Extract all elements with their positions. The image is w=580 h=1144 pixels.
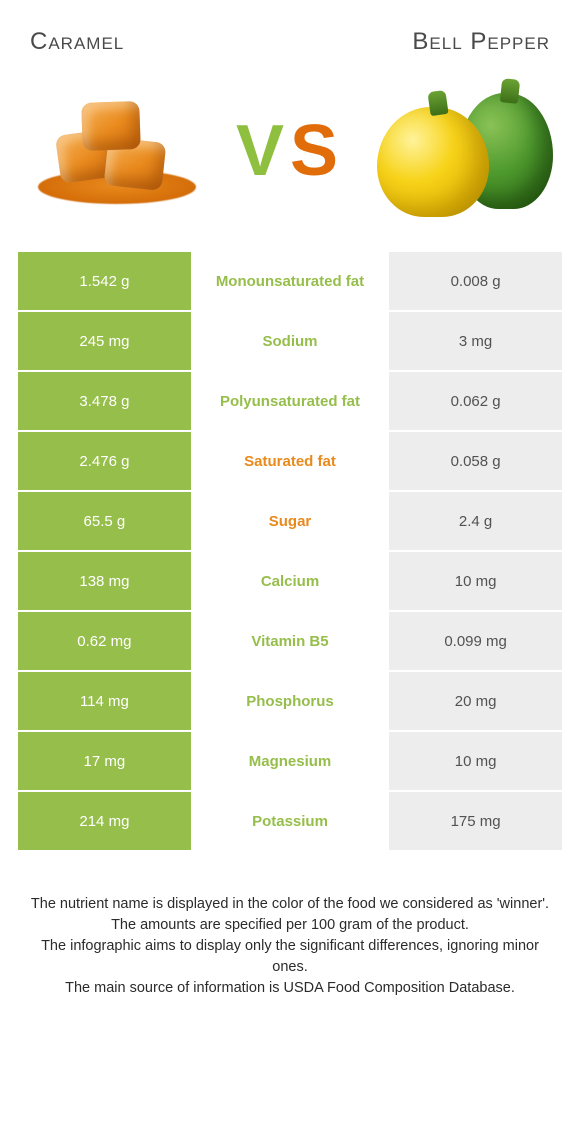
left-value: 17 mg (18, 732, 191, 790)
left-value: 65.5 g (18, 492, 191, 550)
nutrient-label: Vitamin B5 (193, 612, 387, 670)
left-value: 114 mg (18, 672, 191, 730)
table-row: 17 mgMagnesium10 mg (18, 732, 562, 790)
left-value: 2.476 g (18, 432, 191, 490)
right-value: 2.4 g (389, 492, 562, 550)
right-value: 3 mg (389, 312, 562, 370)
right-value: 175 mg (389, 792, 562, 850)
left-value: 138 mg (18, 552, 191, 610)
table-row: 138 mgCalcium10 mg (18, 552, 562, 610)
left-value: 3.478 g (18, 372, 191, 430)
caramel-image (22, 76, 212, 226)
nutrient-label: Calcium (193, 552, 387, 610)
hero-row: VS (18, 66, 562, 252)
vs-letter-s: S (290, 111, 344, 191)
table-row: 245 mgSodium3 mg (18, 312, 562, 370)
right-food-title: Bell Pepper (412, 28, 550, 56)
left-food-title: Caramel (30, 28, 124, 56)
nutrient-label: Phosphorus (193, 672, 387, 730)
table-row: 1.542 gMonounsaturated fat0.008 g (18, 252, 562, 310)
table-row: 3.478 gPolyunsaturated fat0.062 g (18, 372, 562, 430)
table-row: 2.476 gSaturated fat0.058 g (18, 432, 562, 490)
table-row: 65.5 gSugar2.4 g (18, 492, 562, 550)
table-row: 0.62 mgVitamin B50.099 mg (18, 612, 562, 670)
right-value: 10 mg (389, 732, 562, 790)
title-row: Caramel Bell Pepper (18, 0, 562, 66)
left-value: 1.542 g (18, 252, 191, 310)
left-value: 214 mg (18, 792, 191, 850)
bell-pepper-image (368, 76, 558, 226)
nutrient-label: Magnesium (193, 732, 387, 790)
vs-letter-v: V (236, 111, 290, 191)
right-value: 0.062 g (389, 372, 562, 430)
right-value: 0.008 g (389, 252, 562, 310)
table-row: 114 mgPhosphorus20 mg (18, 672, 562, 730)
footnote-line: The main source of information is USDA F… (26, 978, 554, 999)
right-value: 0.099 mg (389, 612, 562, 670)
bell-pepper-icon (373, 81, 553, 221)
nutrient-label: Monounsaturated fat (193, 252, 387, 310)
right-value: 10 mg (389, 552, 562, 610)
table-row: 214 mgPotassium175 mg (18, 792, 562, 850)
nutrient-label: Potassium (193, 792, 387, 850)
caramel-icon (32, 96, 202, 206)
nutrient-label: Polyunsaturated fat (193, 372, 387, 430)
footnote-line: The amounts are specified per 100 gram o… (26, 915, 554, 936)
nutrient-label: Sodium (193, 312, 387, 370)
footnote-line: The nutrient name is displayed in the co… (26, 894, 554, 915)
footnotes: The nutrient name is displayed in the co… (18, 852, 562, 999)
vs-label: VS (236, 115, 344, 187)
nutrient-table: 1.542 gMonounsaturated fat0.008 g245 mgS… (18, 252, 562, 850)
right-value: 0.058 g (389, 432, 562, 490)
left-value: 245 mg (18, 312, 191, 370)
right-value: 20 mg (389, 672, 562, 730)
nutrient-label: Sugar (193, 492, 387, 550)
nutrient-label: Saturated fat (193, 432, 387, 490)
left-value: 0.62 mg (18, 612, 191, 670)
footnote-line: The infographic aims to display only the… (26, 936, 554, 978)
